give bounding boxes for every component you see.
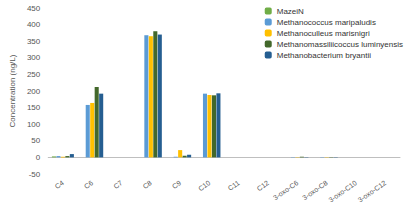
svg-text:3-oxo-C6: 3-oxo-C6	[272, 179, 300, 201]
svg-text:3-oxo-C8: 3-oxo-C8	[301, 179, 329, 201]
svg-text:MazeiN: MazeiN	[277, 7, 304, 16]
svg-text:450: 450	[27, 4, 41, 13]
svg-text:350: 350	[27, 37, 41, 46]
svg-text:Methanobacterium bryantii: Methanobacterium bryantii	[277, 51, 371, 60]
svg-text:C11: C11	[227, 179, 241, 192]
svg-text:-50: -50	[29, 170, 41, 179]
svg-text:C6: C6	[83, 179, 94, 190]
svg-text:C12: C12	[256, 179, 271, 192]
svg-text:C9: C9	[171, 179, 182, 190]
svg-text:C10: C10	[197, 179, 212, 192]
svg-text:Methanoculleus marisnigri: Methanoculleus marisnigri	[277, 29, 370, 38]
svg-text:0: 0	[36, 153, 41, 162]
svg-text:3-oxo-C12: 3-oxo-C12	[357, 179, 388, 204]
svg-text:300: 300	[27, 53, 41, 62]
svg-text:Methanomassiliicoccus luminyen: Methanomassiliicoccus luminyensis	[277, 40, 403, 49]
svg-text:C4: C4	[54, 179, 65, 190]
svg-text:400: 400	[27, 20, 41, 29]
svg-text:50: 50	[31, 136, 40, 145]
svg-text:100: 100	[27, 120, 41, 129]
svg-text:Concentration (ng/L): Concentration (ng/L)	[8, 54, 17, 127]
svg-text:Methanococcus maripaludis: Methanococcus maripaludis	[277, 18, 376, 27]
svg-text:200: 200	[27, 87, 41, 96]
svg-text:C8: C8	[142, 179, 153, 190]
svg-text:250: 250	[27, 70, 41, 79]
svg-text:3-oxo-C10: 3-oxo-C10	[327, 179, 358, 204]
svg-text:C7: C7	[112, 179, 123, 190]
svg-text:150: 150	[27, 103, 41, 112]
